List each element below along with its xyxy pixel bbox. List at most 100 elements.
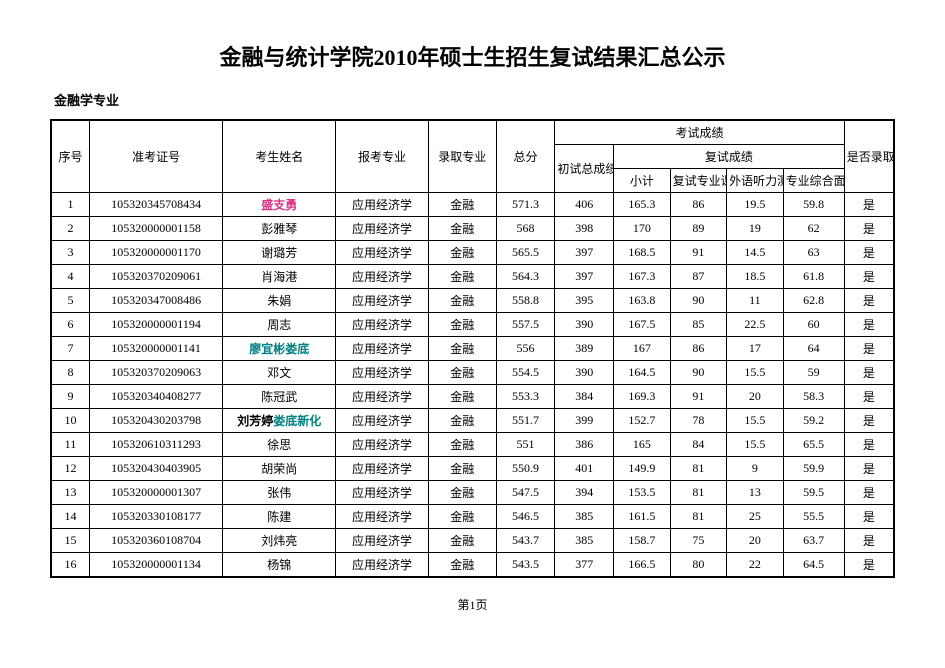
cell-id: 105320000001134 — [89, 553, 222, 578]
cell-name: 谢璐芳 — [223, 241, 336, 265]
cell-sub: 165 — [614, 433, 670, 457]
cell-interview: 61.8 — [783, 265, 844, 289]
cell-ok: 是 — [844, 433, 894, 457]
section-label: 金融学专业 — [54, 90, 895, 109]
cell-course: 78 — [670, 409, 726, 433]
cell-sub: 153.5 — [614, 481, 670, 505]
cell-total: 546.5 — [496, 505, 555, 529]
cell-seq: 4 — [51, 265, 89, 289]
col-retestgroup: 复试成绩 — [614, 145, 845, 169]
cell-apply: 应用经济学 — [336, 553, 429, 578]
col-interview: 专业综合面试 — [783, 169, 844, 193]
cell-name: 刘芳婷娄底新化 — [223, 409, 336, 433]
cell-total: 568 — [496, 217, 555, 241]
table-row: 9105320340408277陈冠武应用经济学金融553.3384169.39… — [51, 385, 894, 409]
cell-interview: 60 — [783, 313, 844, 337]
cell-ok: 是 — [844, 385, 894, 409]
cell-name: 陈冠武 — [223, 385, 336, 409]
cell-sub: 158.7 — [614, 529, 670, 553]
cell-name: 胡荣尚 — [223, 457, 336, 481]
cell-course: 90 — [670, 289, 726, 313]
cell-interview: 63 — [783, 241, 844, 265]
cell-seq: 1 — [51, 193, 89, 217]
cell-interview: 59 — [783, 361, 844, 385]
cell-admit: 金融 — [428, 193, 496, 217]
cell-name: 周志 — [223, 313, 336, 337]
cell-init: 394 — [555, 481, 614, 505]
table-row: 12105320430403905胡荣尚应用经济学金融550.9401149.9… — [51, 457, 894, 481]
cell-total: 556 — [496, 337, 555, 361]
cell-seq: 7 — [51, 337, 89, 361]
cell-name: 张伟 — [223, 481, 336, 505]
cell-apply: 应用经济学 — [336, 457, 429, 481]
cell-sub: 168.5 — [614, 241, 670, 265]
cell-name: 彭雅琴 — [223, 217, 336, 241]
cell-ok: 是 — [844, 409, 894, 433]
cell-seq: 14 — [51, 505, 89, 529]
cell-admit: 金融 — [428, 505, 496, 529]
col-apply: 报考专业 — [336, 120, 429, 193]
cell-interview: 65.5 — [783, 433, 844, 457]
table-row: 14105320330108177陈建应用经济学金融546.5385161.58… — [51, 505, 894, 529]
cell-ok: 是 — [844, 313, 894, 337]
cell-id: 105320430203798 — [89, 409, 222, 433]
cell-listen: 15.5 — [727, 361, 783, 385]
cell-admit: 金融 — [428, 481, 496, 505]
cell-id: 105320000001194 — [89, 313, 222, 337]
cell-ok: 是 — [844, 457, 894, 481]
cell-course: 90 — [670, 361, 726, 385]
cell-admit: 金融 — [428, 265, 496, 289]
cell-ok: 是 — [844, 337, 894, 361]
cell-name: 刘炜亮 — [223, 529, 336, 553]
cell-id: 105320360108704 — [89, 529, 222, 553]
cell-sub: 165.3 — [614, 193, 670, 217]
col-retestcourse: 复试专业课 — [670, 169, 726, 193]
cell-sub: 164.5 — [614, 361, 670, 385]
cell-sub: 167 — [614, 337, 670, 361]
cell-init: 399 — [555, 409, 614, 433]
table-body: 1105320345708434盛支勇应用经济学金融571.3406165.38… — [51, 193, 894, 578]
cell-course: 91 — [670, 385, 726, 409]
cell-name: 朱娟 — [223, 289, 336, 313]
col-seq: 序号 — [51, 120, 89, 193]
cell-listen: 17 — [727, 337, 783, 361]
cell-admit: 金融 — [428, 241, 496, 265]
cell-apply: 应用经济学 — [336, 409, 429, 433]
table-row: 5105320347008486朱娟应用经济学金融558.8395163.890… — [51, 289, 894, 313]
cell-init: 398 — [555, 217, 614, 241]
results-table: 序号 准考证号 考生姓名 报考专业 录取专业 总分 考试成绩 是否录取 初试总成… — [50, 119, 895, 578]
cell-course: 75 — [670, 529, 726, 553]
cell-id: 105320370209061 — [89, 265, 222, 289]
cell-apply: 应用经济学 — [336, 337, 429, 361]
table-row: 10105320430203798刘芳婷娄底新化应用经济学金融551.73991… — [51, 409, 894, 433]
cell-apply: 应用经济学 — [336, 385, 429, 409]
cell-interview: 59.8 — [783, 193, 844, 217]
cell-id: 105320000001158 — [89, 217, 222, 241]
cell-admit: 金融 — [428, 457, 496, 481]
cell-init: 397 — [555, 265, 614, 289]
cell-id: 105320610311293 — [89, 433, 222, 457]
cell-name: 盛支勇 — [223, 193, 336, 217]
cell-course: 86 — [670, 337, 726, 361]
col-total: 总分 — [496, 120, 555, 193]
cell-apply: 应用经济学 — [336, 289, 429, 313]
cell-apply: 应用经济学 — [336, 433, 429, 457]
cell-interview: 59.5 — [783, 481, 844, 505]
cell-apply: 应用经济学 — [336, 481, 429, 505]
cell-init: 386 — [555, 433, 614, 457]
cell-course: 81 — [670, 457, 726, 481]
cell-admit: 金融 — [428, 337, 496, 361]
cell-init: 384 — [555, 385, 614, 409]
cell-admit: 金融 — [428, 313, 496, 337]
cell-course: 85 — [670, 313, 726, 337]
table-row: 16105320000001134杨锦应用经济学金融543.5377166.58… — [51, 553, 894, 578]
cell-sub: 163.8 — [614, 289, 670, 313]
cell-listen: 22.5 — [727, 313, 783, 337]
table-row: 7105320000001141廖宜彬娄底应用经济学金融556389167861… — [51, 337, 894, 361]
cell-apply: 应用经济学 — [336, 217, 429, 241]
table-row: 2105320000001158彭雅琴应用经济学金融56839817089196… — [51, 217, 894, 241]
cell-init: 395 — [555, 289, 614, 313]
cell-admit: 金融 — [428, 289, 496, 313]
cell-admit: 金融 — [428, 409, 496, 433]
cell-course: 84 — [670, 433, 726, 457]
